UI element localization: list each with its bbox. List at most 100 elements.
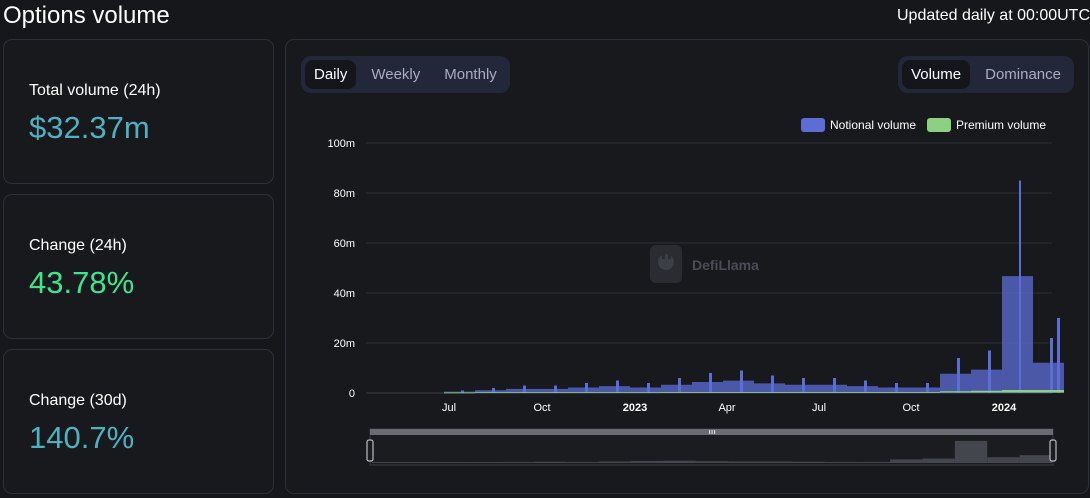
y-tick-label: 0 (349, 388, 355, 400)
update-schedule-note: Updated daily at 00:00UTC (897, 7, 1090, 24)
legend-label-premium[interactable]: Premium volume (956, 118, 1046, 132)
x-tick-label: Oct (902, 402, 919, 414)
zoom-preview-bar (533, 461, 567, 463)
premium-bar (444, 392, 475, 394)
notional-bar (1002, 276, 1033, 393)
y-tick-label: 20m (334, 338, 355, 350)
view-toggle: Volume Dominance (898, 56, 1074, 93)
zoom-preview-bar (436, 462, 470, 463)
tab-monthly[interactable]: Monthly (444, 66, 497, 83)
zoom-preview-bar (501, 461, 534, 463)
x-tick-label: 2023 (623, 402, 647, 414)
premium-bar (1033, 390, 1064, 393)
zoom-preview-bar (857, 461, 891, 463)
zoom-handle-left[interactable] (366, 439, 374, 462)
zoom-handle-right[interactable] (1049, 439, 1057, 462)
legend-swatch-notional[interactable] (801, 118, 825, 132)
premium-bar (475, 392, 506, 394)
change-24h-card: Change (24h) 43.78% (3, 194, 274, 339)
notional-volume-series (444, 180, 1064, 393)
notional-bar (475, 390, 506, 393)
notional-peak-bar (1019, 180, 1021, 393)
notional-peak-bar (461, 390, 464, 393)
notional-peak-bar (771, 375, 774, 393)
zoom-preview-bar (663, 460, 696, 463)
x-tick-label: Apr (718, 402, 735, 414)
zoom-preview-bar (566, 461, 599, 463)
legend-swatch-premium[interactable] (927, 118, 951, 132)
change-30d-card: Change (30d) 140.7% (3, 349, 274, 494)
tab-dominance[interactable]: Dominance (985, 66, 1061, 83)
notional-bar (878, 387, 909, 393)
notional-bar (940, 373, 971, 393)
zoom-preview-bar (1019, 455, 1052, 463)
premium-bar (847, 392, 878, 393)
notional-bar (909, 387, 940, 393)
notional-peak-bar (864, 380, 867, 393)
premium-bar (661, 392, 692, 393)
watermark-text: DefiLlama (692, 257, 759, 273)
premium-bar (909, 392, 940, 393)
notional-bar (847, 386, 878, 393)
premium-bar (785, 392, 816, 393)
notional-peak-bar (554, 385, 557, 393)
change-24h-label: Change (24h) (29, 237, 127, 254)
premium-bar (816, 392, 847, 393)
total-volume-label: Total volume (24h) (29, 82, 161, 99)
zoom-preview-bar (469, 462, 502, 463)
premium-volume-series (444, 390, 1064, 394)
zoom-preview-series (372, 440, 1052, 463)
notional-peak-bar (1057, 318, 1060, 393)
legend-label-notional[interactable]: Notional volume (830, 118, 916, 132)
y-tick-label: 100m (327, 138, 355, 150)
zoom-preview-bar (728, 461, 761, 463)
zoom-preview-bar (825, 461, 858, 463)
chart-panel: Daily Weekly Monthly Volume Dominance 0 2… (285, 39, 1089, 494)
tab-weekly[interactable]: Weekly (371, 66, 421, 83)
notional-peak-bar (802, 378, 805, 393)
notional-bar (816, 384, 847, 393)
zoom-preview-bar (372, 462, 405, 463)
zoom-preview-bar (792, 461, 826, 463)
x-tick-label: Jul (812, 402, 826, 414)
notional-bar (661, 384, 692, 393)
volume-chart: 0 20m 40m 60m 80m 100m Jul Oct 2023 Apr Jul Oct 202… (327, 118, 1064, 466)
notional-bar (599, 386, 630, 393)
y-tick-label: 60m (334, 238, 355, 250)
notional-bar (723, 380, 754, 393)
period-toggle: Daily Weekly Monthly (301, 56, 510, 93)
notional-bar (568, 387, 599, 393)
zoom-preview-bar (987, 457, 1020, 463)
zoom-preview-bar (760, 461, 793, 463)
page-title: Options volume (3, 2, 170, 29)
notional-peak-bar (585, 383, 588, 393)
notional-peak-bar (895, 383, 898, 393)
tab-volume[interactable]: Volume (902, 60, 971, 89)
x-tick-label: Jul (442, 402, 456, 414)
change-30d-label: Change (30d) (29, 392, 127, 409)
zoom-slider[interactable] (366, 428, 1057, 466)
notional-bar (971, 369, 1002, 393)
llama-logo-icon (650, 245, 682, 283)
notional-peak-bar (957, 358, 960, 393)
zoom-preview-bar (922, 458, 955, 463)
notional-bar (444, 391, 475, 393)
notional-peak-bar (740, 370, 743, 393)
total-volume-card: Total volume (24h) $32.37m (3, 39, 274, 184)
chart-legend: Notional volume Premium volume (801, 118, 1046, 132)
notional-peak-bar (709, 373, 712, 393)
tab-daily[interactable]: Daily (305, 60, 357, 89)
zoom-preview-bar (890, 459, 923, 463)
total-volume-value: $32.37m (29, 110, 150, 145)
zoom-preview-bar (954, 440, 988, 463)
change-24h-value: 43.78% (29, 265, 135, 300)
zoom-grip-icon[interactable] (709, 430, 716, 434)
notional-bar (785, 384, 816, 393)
premium-bar (630, 392, 661, 394)
zoom-preview-bar (404, 462, 437, 463)
watermark: DefiLlama (650, 245, 759, 283)
notional-bar (754, 383, 785, 393)
y-tick-label: 40m (334, 288, 355, 300)
notional-peak-bar (833, 378, 836, 393)
zoom-preview-bar (598, 461, 632, 463)
